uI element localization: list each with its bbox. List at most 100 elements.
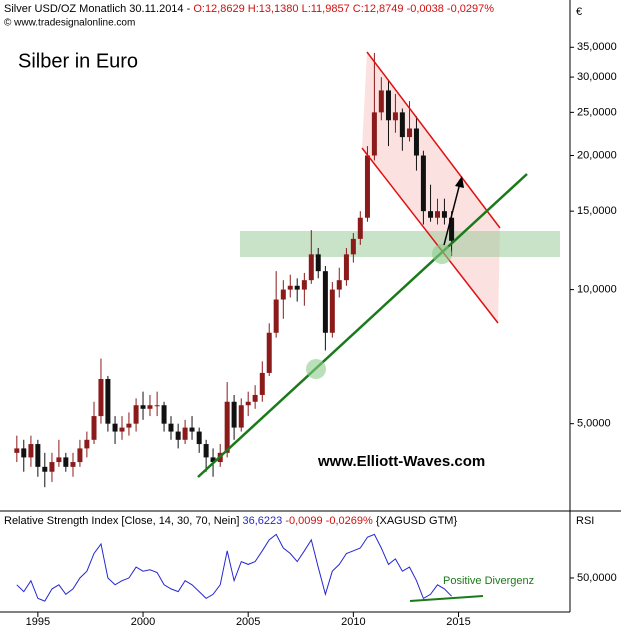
candle-body [119, 427, 125, 432]
candle-body [245, 401, 251, 406]
candle-body [91, 416, 97, 440]
candle-body [140, 405, 146, 409]
y-tick-label: 25,0000 [577, 106, 617, 118]
y-tick-label: 35,0000 [577, 41, 617, 53]
candle-body [385, 90, 391, 121]
arrow-head [455, 176, 464, 188]
candle-body [428, 211, 434, 218]
candle-body [112, 423, 118, 432]
candle-body [77, 448, 83, 463]
rsi-axis-label: RSI [576, 515, 594, 527]
candle-body [273, 299, 279, 333]
candle-body [280, 289, 286, 300]
x-tick-label: 2005 [236, 616, 260, 628]
candle-body [301, 280, 307, 290]
candle-body [294, 285, 300, 290]
candle-body [196, 431, 202, 445]
candle-body [378, 90, 384, 113]
candle-body [56, 457, 62, 463]
candle-body [343, 254, 349, 281]
candle-body [441, 211, 447, 218]
candle-body [203, 444, 209, 458]
trendline [197, 173, 528, 478]
rsi-last: 36,6223 [242, 515, 282, 527]
candle-body [154, 405, 160, 407]
touch-circle [306, 359, 326, 379]
rsi-change: -0,0099 -0,0269% [285, 515, 373, 527]
x-tick-label: 2010 [341, 616, 365, 628]
arrow [443, 182, 461, 246]
candle-body [168, 423, 174, 432]
candle-body [70, 462, 76, 467]
currency-label: € [576, 6, 582, 18]
y-tick-label: 20,0000 [577, 149, 617, 161]
candle-body [336, 280, 342, 290]
candle-body [63, 457, 69, 467]
candle-body [420, 155, 426, 212]
candle-body [434, 211, 440, 218]
candle-body [287, 285, 293, 290]
rsi-annotation: Positive Divergenz [443, 575, 534, 587]
candle-body [182, 427, 188, 440]
candle-body [35, 444, 41, 467]
candle-body [21, 448, 27, 458]
watermark: www.Elliott-Waves.com [317, 453, 485, 470]
candle-body [350, 238, 356, 255]
chart-title: Silber in Euro [18, 50, 138, 72]
candle-body [266, 332, 272, 373]
header: Silver USD/OZ Monatlich 30.11.2014 - O:1… [4, 3, 494, 15]
candle-body [329, 289, 335, 333]
y-tick-label: 10,0000 [577, 284, 617, 296]
candle-body [315, 254, 321, 272]
candle-body [259, 372, 265, 395]
y-tick-label: 5,0000 [577, 418, 611, 430]
candle-body [28, 444, 34, 458]
candle-body [98, 378, 104, 417]
candle-body [126, 423, 132, 428]
candle-body [147, 405, 153, 409]
channel-top [366, 51, 501, 229]
copyright: © www.tradesignalonline.com [4, 18, 135, 29]
candle-body [308, 254, 314, 281]
candle-body [84, 439, 90, 449]
candle-body [189, 427, 195, 432]
candle-body [357, 217, 363, 239]
x-tick-label: 2000 [131, 616, 155, 628]
candle-body [392, 112, 398, 121]
candle-body [252, 394, 258, 402]
candle-body [42, 466, 48, 472]
candle-body [224, 401, 230, 453]
rsi-header: Relative Strength Index [Close, 14, 30, … [4, 515, 457, 527]
y-tick-label: 30,0000 [577, 71, 617, 83]
candle-body [161, 405, 167, 424]
candle-body [407, 128, 413, 138]
touch-circle [432, 244, 452, 264]
x-tick-label: 1995 [26, 616, 50, 628]
candle-body [49, 462, 55, 472]
candle-body [210, 457, 216, 463]
rsi-symbol: {XAGUSD GTM} [376, 515, 458, 527]
rsi-title: Relative Strength Index [Close, 14, 30, … [4, 515, 239, 527]
y-tick-label: 15,0000 [577, 205, 617, 217]
candle-body [14, 448, 20, 453]
candle-body [175, 431, 181, 440]
candle-body [449, 217, 455, 241]
x-tick-label: 2015 [446, 616, 470, 628]
candle-body [231, 401, 237, 428]
candle-body [105, 378, 111, 424]
header-label: Silver USD/OZ Monatlich 30.11.2014 - [4, 3, 191, 15]
candle-body [133, 405, 139, 424]
header-values: O:12,8629 H:13,1380 L:11,9857 C:12,8749 … [193, 3, 494, 15]
rsi-y-tick-label: 50,0000 [577, 572, 617, 584]
candle-body [238, 405, 244, 428]
support-zone [240, 231, 560, 257]
divergence-line [409, 595, 484, 602]
candle-body [371, 112, 377, 156]
candle-body [413, 128, 419, 156]
candle-body [322, 271, 328, 333]
rsi-line [16, 533, 452, 602]
candle-body [364, 155, 370, 218]
candle-body [399, 112, 405, 138]
